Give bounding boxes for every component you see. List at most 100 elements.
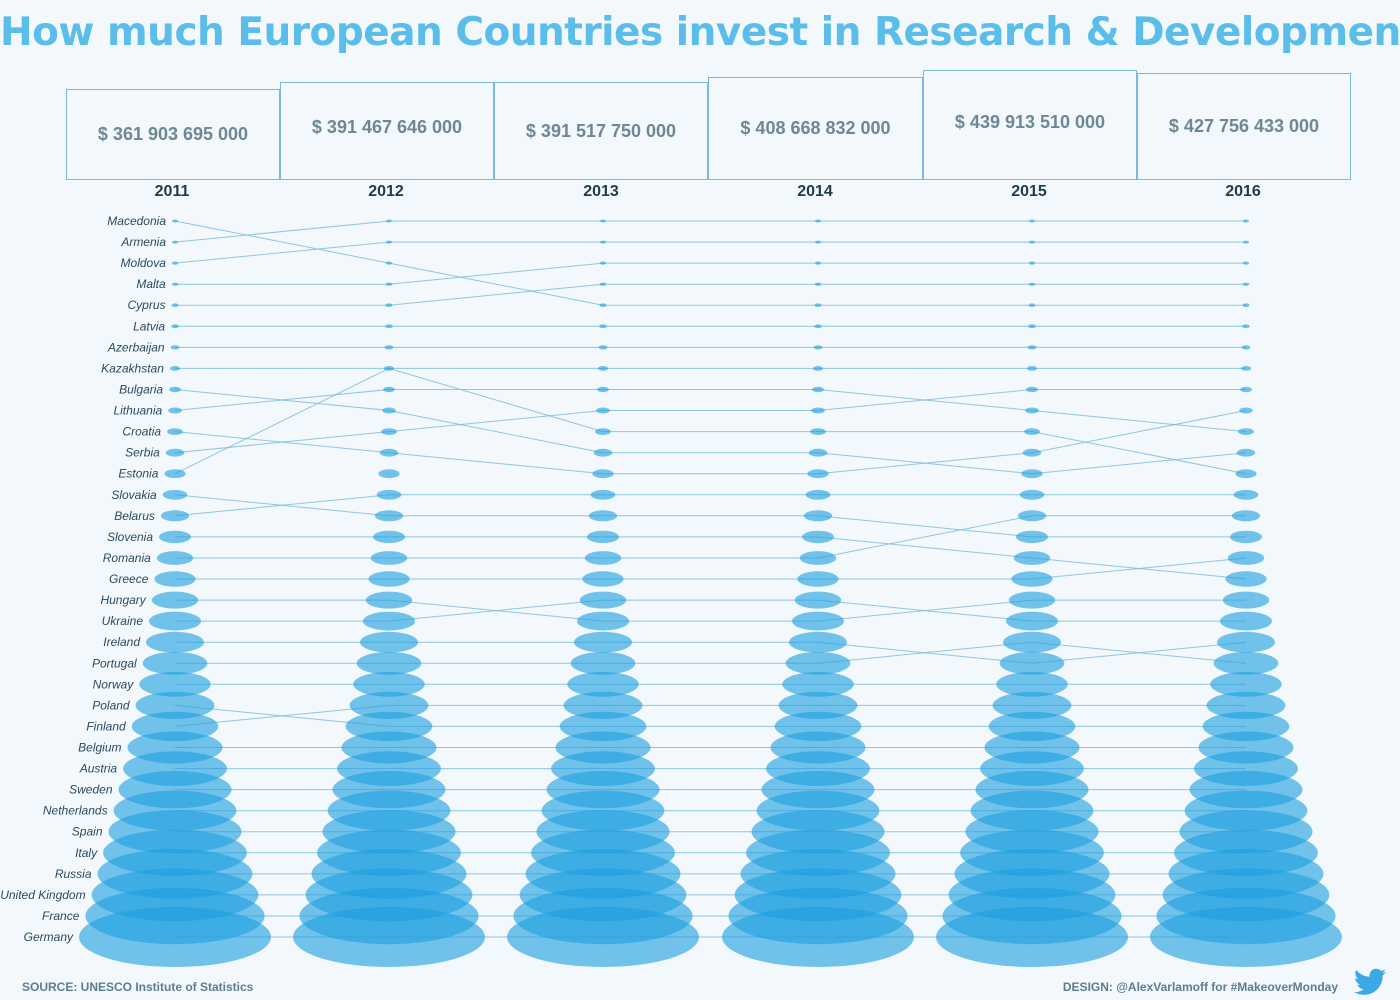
bubble-2015-rank-2[interactable] (1029, 240, 1035, 244)
bubble-2016-rank-35[interactable] (1150, 907, 1342, 967)
bubble-2015-rank-17[interactable] (1013, 551, 1051, 565)
bubble-2016-rank-5[interactable] (1242, 303, 1250, 308)
bubble-2015-rank-23[interactable] (996, 671, 1068, 697)
bubble-2013-rank-4[interactable] (599, 282, 607, 286)
bubble-2016-rank-3[interactable] (1242, 261, 1250, 265)
bubble-2015-rank-4[interactable] (1028, 282, 1036, 286)
bubble-2013-rank-18[interactable] (582, 571, 624, 587)
bubble-2012-rank-18[interactable] (368, 571, 410, 587)
bubble-2012-rank-1[interactable] (386, 219, 392, 223)
bubble-2012-rank-35[interactable] (293, 907, 485, 967)
bubble-2014-rank-14[interactable] (805, 489, 831, 500)
bubble-2012-rank-7[interactable] (384, 345, 394, 350)
bubble-2015-rank-13[interactable] (1021, 469, 1043, 479)
bubble-2014-rank-15[interactable] (803, 510, 833, 522)
bubble-2016-rank-2[interactable] (1243, 240, 1249, 244)
bubble-2016-rank-6[interactable] (1242, 324, 1250, 329)
bubble-2011-rank-7[interactable] (170, 345, 180, 350)
bubble-2013-rank-11[interactable] (595, 428, 611, 435)
bubble-2011-rank-12[interactable] (165, 448, 185, 457)
bubble-2016-rank-14[interactable] (1233, 489, 1259, 500)
bubble-2014-rank-9[interactable] (812, 386, 824, 393)
bubble-2012-rank-21[interactable] (360, 631, 418, 653)
bubble-2015-rank-11[interactable] (1024, 428, 1040, 435)
bubble-2014-rank-4[interactable] (814, 282, 822, 286)
bubble-2013-rank-14[interactable] (590, 489, 616, 500)
bubble-2014-rank-6[interactable] (814, 324, 822, 329)
bubble-2013-rank-1[interactable] (600, 219, 606, 223)
bubble-2013-rank-23[interactable] (567, 671, 639, 697)
bubble-2016-rank-15[interactable] (1231, 510, 1261, 522)
bubble-2016-rank-18[interactable] (1225, 571, 1267, 587)
bubble-2013-rank-19[interactable] (579, 591, 627, 609)
bubble-2016-rank-16[interactable] (1230, 530, 1262, 544)
bubble-2011-rank-18[interactable] (154, 571, 196, 587)
bubble-2014-rank-24[interactable] (778, 691, 858, 720)
bubble-2014-rank-13[interactable] (807, 469, 829, 479)
bubble-2015-rank-3[interactable] (1028, 261, 1036, 265)
bubble-2013-rank-5[interactable] (599, 303, 607, 308)
bubble-2015-rank-10[interactable] (1025, 407, 1039, 414)
bubble-2015-rank-21[interactable] (1003, 631, 1061, 653)
bubble-2014-rank-10[interactable] (811, 407, 825, 414)
bubble-2016-rank-4[interactable] (1242, 282, 1250, 286)
bubble-2011-rank-11[interactable] (167, 428, 183, 435)
bubble-2011-rank-10[interactable] (168, 407, 182, 414)
bubble-2013-rank-7[interactable] (598, 345, 608, 350)
bubble-2014-rank-3[interactable] (814, 261, 822, 265)
bubble-2011-rank-16[interactable] (159, 530, 191, 544)
bubble-2016-rank-1[interactable] (1243, 219, 1249, 223)
bubble-2016-rank-21[interactable] (1217, 631, 1275, 653)
bubble-2011-rank-35[interactable] (79, 907, 271, 967)
bubble-2016-rank-11[interactable] (1238, 428, 1254, 435)
bubble-2014-rank-20[interactable] (792, 611, 844, 631)
bubble-2011-rank-15[interactable] (160, 510, 190, 522)
bubble-2013-rank-15[interactable] (588, 510, 618, 522)
bubble-2013-rank-8[interactable] (597, 366, 609, 371)
bubble-2015-rank-16[interactable] (1016, 530, 1048, 544)
bubble-2014-rank-35[interactable] (722, 907, 914, 967)
bubble-2012-rank-8[interactable] (383, 366, 395, 371)
bubble-2012-rank-17[interactable] (370, 551, 408, 565)
bubble-2012-rank-11[interactable] (381, 428, 397, 435)
bubble-2012-rank-6[interactable] (385, 324, 393, 329)
bubble-2015-rank-9[interactable] (1026, 386, 1038, 393)
bubble-2014-rank-18[interactable] (797, 571, 839, 587)
bubble-2013-rank-20[interactable] (577, 611, 629, 631)
bubble-2011-rank-4[interactable] (171, 282, 179, 286)
bubble-2013-rank-12[interactable] (593, 448, 613, 457)
bubble-2014-rank-8[interactable] (812, 366, 824, 371)
bubble-2015-rank-7[interactable] (1027, 345, 1037, 350)
bubble-2011-rank-23[interactable] (139, 671, 211, 697)
bubble-2013-rank-2[interactable] (600, 240, 606, 244)
bubble-2012-rank-15[interactable] (374, 510, 404, 522)
bubble-2015-rank-15[interactable] (1017, 510, 1047, 522)
bubble-2014-rank-1[interactable] (815, 219, 821, 223)
bubble-2014-rank-7[interactable] (813, 345, 823, 350)
bubble-2011-rank-24[interactable] (135, 691, 215, 720)
bubble-2012-rank-4[interactable] (385, 282, 393, 286)
bubble-2015-rank-14[interactable] (1019, 489, 1045, 500)
bubble-2016-rank-10[interactable] (1239, 407, 1253, 414)
bubble-2015-rank-12[interactable] (1022, 448, 1042, 457)
bubble-2013-rank-21[interactable] (574, 631, 632, 653)
bubble-2013-rank-9[interactable] (597, 386, 609, 393)
bubble-2015-rank-8[interactable] (1026, 366, 1038, 371)
bubble-2011-rank-1[interactable] (172, 219, 178, 223)
bubble-2013-rank-10[interactable] (596, 407, 610, 414)
bubble-2014-rank-11[interactable] (810, 428, 826, 435)
bubble-2015-rank-5[interactable] (1028, 303, 1036, 308)
bubble-2015-rank-6[interactable] (1028, 324, 1036, 329)
bubble-2016-rank-23[interactable] (1210, 671, 1282, 697)
twitter-icon[interactable] (1354, 968, 1386, 996)
bubble-2015-rank-22[interactable] (999, 651, 1065, 675)
bubble-2014-rank-16[interactable] (802, 530, 834, 544)
bubble-2013-rank-6[interactable] (599, 324, 607, 329)
bubble-2013-rank-13[interactable] (592, 469, 614, 479)
bubble-2011-rank-6[interactable] (171, 324, 179, 329)
bubble-2016-rank-17[interactable] (1227, 551, 1265, 565)
bubble-2012-rank-2[interactable] (386, 240, 392, 244)
bubble-2011-rank-9[interactable] (169, 386, 181, 393)
bubble-2015-rank-20[interactable] (1006, 611, 1058, 631)
bubble-2014-rank-5[interactable] (814, 303, 822, 308)
